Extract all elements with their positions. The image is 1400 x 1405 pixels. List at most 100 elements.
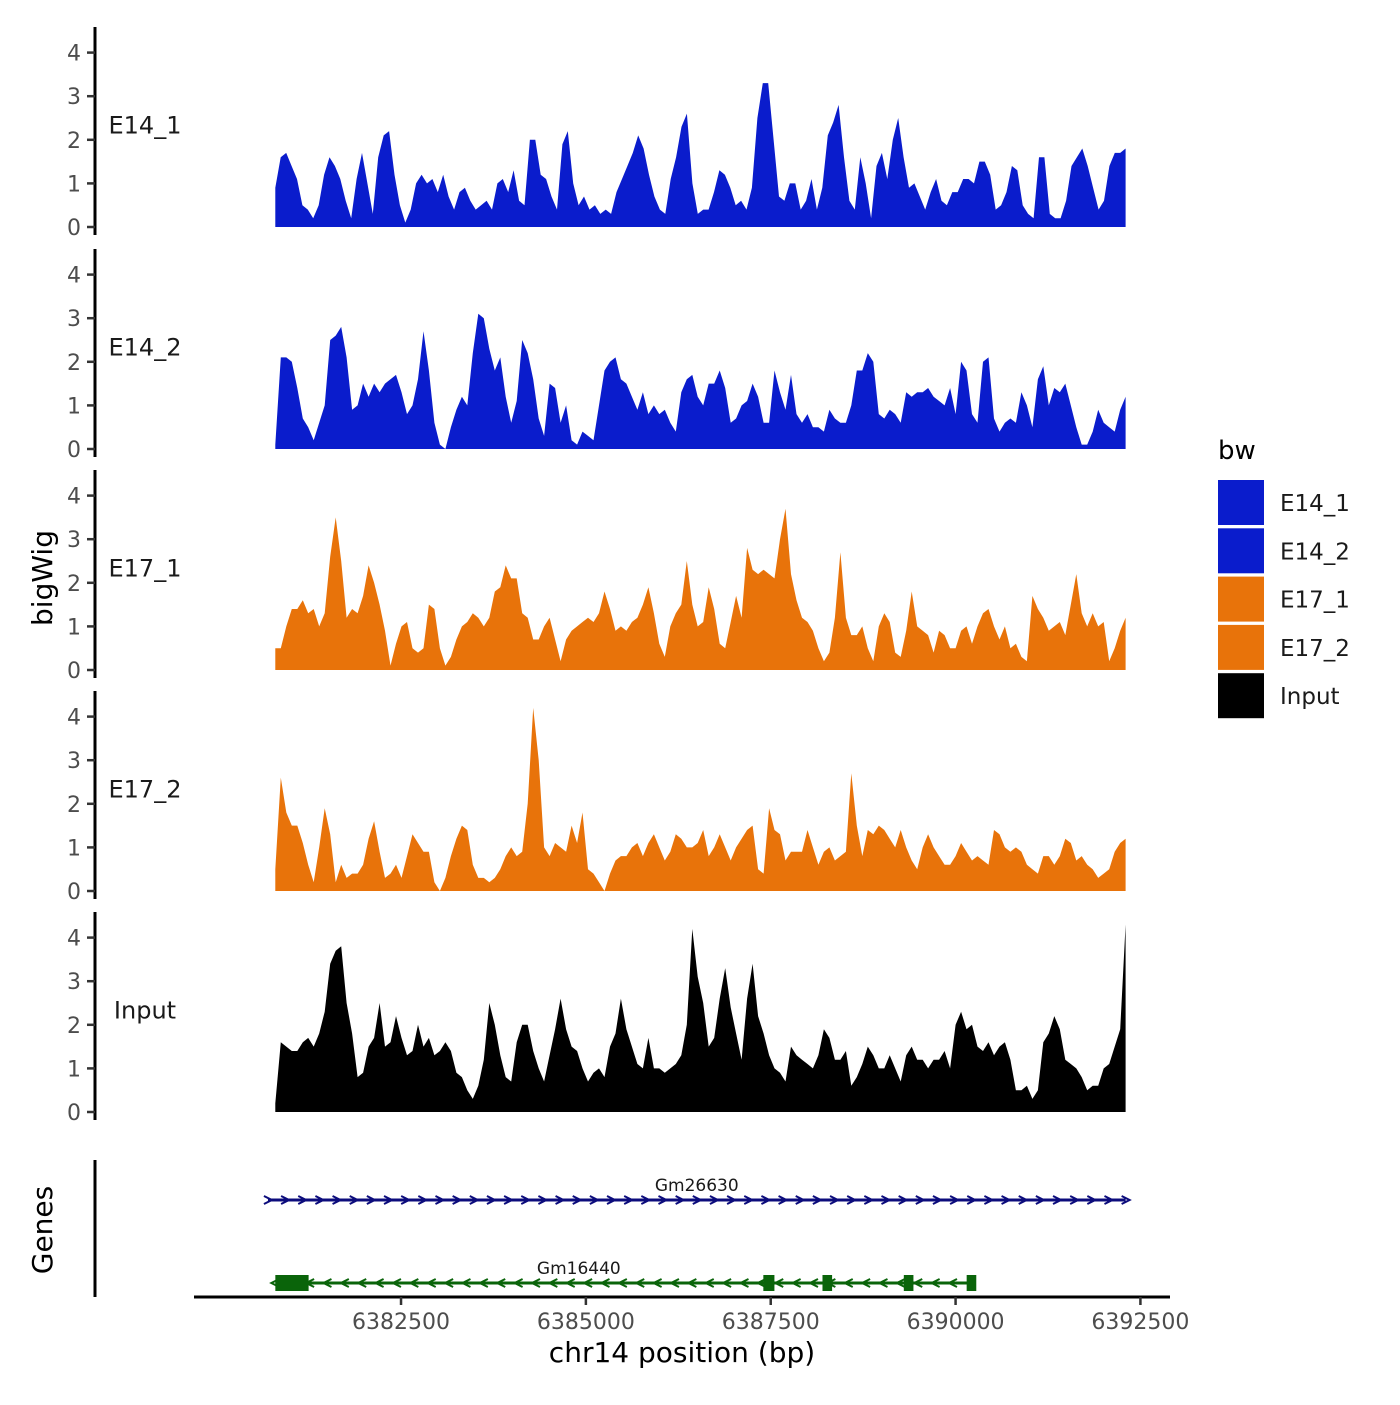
legend-key-label: E17_1: [1280, 588, 1350, 614]
strand-arrow: [529, 1278, 541, 1288]
strand-arrow: [408, 1278, 419, 1288]
strand-arrow: [790, 1278, 802, 1288]
track-label: E17_1: [109, 554, 182, 582]
gene-label: Gm26630: [655, 1176, 739, 1196]
strand-arrow: [755, 1278, 767, 1288]
strand-arrow: [589, 1195, 601, 1205]
strand-arrow: [743, 1195, 755, 1205]
signal-area: [275, 924, 1126, 1112]
strand-arrow: [520, 1195, 532, 1205]
legend-key-swatch: [1218, 576, 1264, 622]
y-axis-title: bigWig: [26, 530, 59, 626]
strand-arrow: [572, 1195, 583, 1205]
strand-arrow: [486, 1195, 498, 1205]
strand-arrow: [812, 1195, 824, 1205]
strand-arrow: [425, 1278, 437, 1288]
strand-arrow: [720, 1278, 732, 1288]
strand-arrow: [452, 1195, 463, 1205]
y-tick-label: 1: [67, 836, 81, 861]
strand-arrow: [966, 1195, 978, 1205]
y-tick-label: 0: [67, 1101, 81, 1126]
legend-key-swatch: [1218, 624, 1264, 670]
y-tick-label: 1: [67, 1057, 81, 1082]
x-tick-label: 6390000: [907, 1310, 1005, 1335]
strand-arrow: [417, 1195, 429, 1205]
strand-arrow: [1018, 1195, 1029, 1205]
strand-arrow: [949, 1195, 961, 1205]
strand-arrow: [881, 1195, 892, 1205]
strand-arrow: [1104, 1195, 1115, 1205]
strand-arrow: [983, 1195, 995, 1205]
strand-arrow: [373, 1278, 385, 1288]
strand-arrow: [692, 1195, 704, 1205]
track-e17-1: 0 1 2 3 4 E17_1: [67, 470, 1126, 684]
y-tick-label: 4: [67, 927, 81, 952]
strand-arrow: [366, 1195, 378, 1205]
legend-key-swatch: [1218, 673, 1264, 719]
y-tick-label: 0: [67, 216, 81, 241]
strand-arrow: [263, 1195, 275, 1205]
y-tick-label: 2: [67, 351, 81, 376]
strand-arrow: [658, 1195, 669, 1205]
strand-arrow: [738, 1278, 749, 1288]
y-tick-label: 4: [67, 264, 81, 289]
exon-block: [822, 1275, 833, 1291]
x-tick-label: 6382500: [352, 1310, 450, 1335]
exon-block: [966, 1275, 977, 1291]
gene-label: Gm16440: [537, 1259, 621, 1279]
y-tick-label: 0: [67, 659, 81, 684]
strand-arrow: [460, 1278, 471, 1288]
legend-key-label: E17_2: [1280, 636, 1350, 662]
strand-arrow: [859, 1278, 871, 1288]
strand-arrow: [616, 1278, 628, 1288]
y-tick-label: 3: [67, 85, 81, 110]
strand-arrow: [633, 1278, 645, 1288]
y-tick-label: 3: [67, 749, 81, 774]
strand-arrow: [390, 1278, 402, 1288]
strand-arrow: [932, 1195, 944, 1205]
strand-arrow: [512, 1278, 524, 1288]
strand-arrow: [795, 1195, 806, 1205]
strand-arrow: [494, 1278, 506, 1288]
strand-arrow: [929, 1278, 941, 1288]
y-tick-label: 2: [67, 1014, 81, 1039]
strand-arrow: [1052, 1195, 1064, 1205]
strand-arrow: [898, 1195, 909, 1205]
strand-arrow: [709, 1195, 721, 1205]
strand-arrow: [314, 1195, 326, 1205]
legend-title: bw: [1218, 436, 1256, 466]
strand-arrow: [668, 1278, 680, 1288]
strand-arrow: [778, 1195, 789, 1205]
strand-arrow: [564, 1278, 576, 1288]
track-label: E14_1: [109, 111, 182, 139]
strand-arrow: [1086, 1195, 1098, 1205]
strand-arrow: [442, 1278, 454, 1288]
legend-key-label: E14_2: [1280, 539, 1350, 565]
gene-gm26630: Gm26630: [263, 1176, 1132, 1205]
gene-gm16440: Gm16440: [269, 1259, 977, 1291]
strand-arrow: [355, 1278, 367, 1288]
strand-arrow: [946, 1278, 958, 1288]
y-tick-label: 3: [67, 528, 81, 553]
y-tick-label: 2: [67, 572, 81, 597]
track-e14-2: 0 1 2 3 4 E14_2: [67, 249, 1126, 463]
y-tick-label: 1: [67, 172, 81, 197]
signal-area: [275, 313, 1126, 449]
strand-arrow: [726, 1195, 738, 1205]
strand-arrow: [338, 1278, 350, 1288]
strand-arrow: [1121, 1195, 1132, 1205]
strand-arrow: [321, 1278, 332, 1288]
y-tick-label: 4: [67, 42, 81, 67]
strand-arrow: [911, 1278, 923, 1288]
y-tick-label: 2: [67, 129, 81, 154]
strand-arrow: [537, 1195, 549, 1205]
exon-block: [903, 1275, 914, 1291]
strand-arrow: [349, 1195, 360, 1205]
strand-arrow: [606, 1195, 618, 1205]
strand-arrow: [332, 1195, 343, 1205]
track-label: Input: [114, 996, 176, 1024]
strand-arrow: [599, 1278, 610, 1288]
strand-arrow: [1035, 1195, 1047, 1205]
legend-key-label: E14_1: [1280, 491, 1350, 517]
